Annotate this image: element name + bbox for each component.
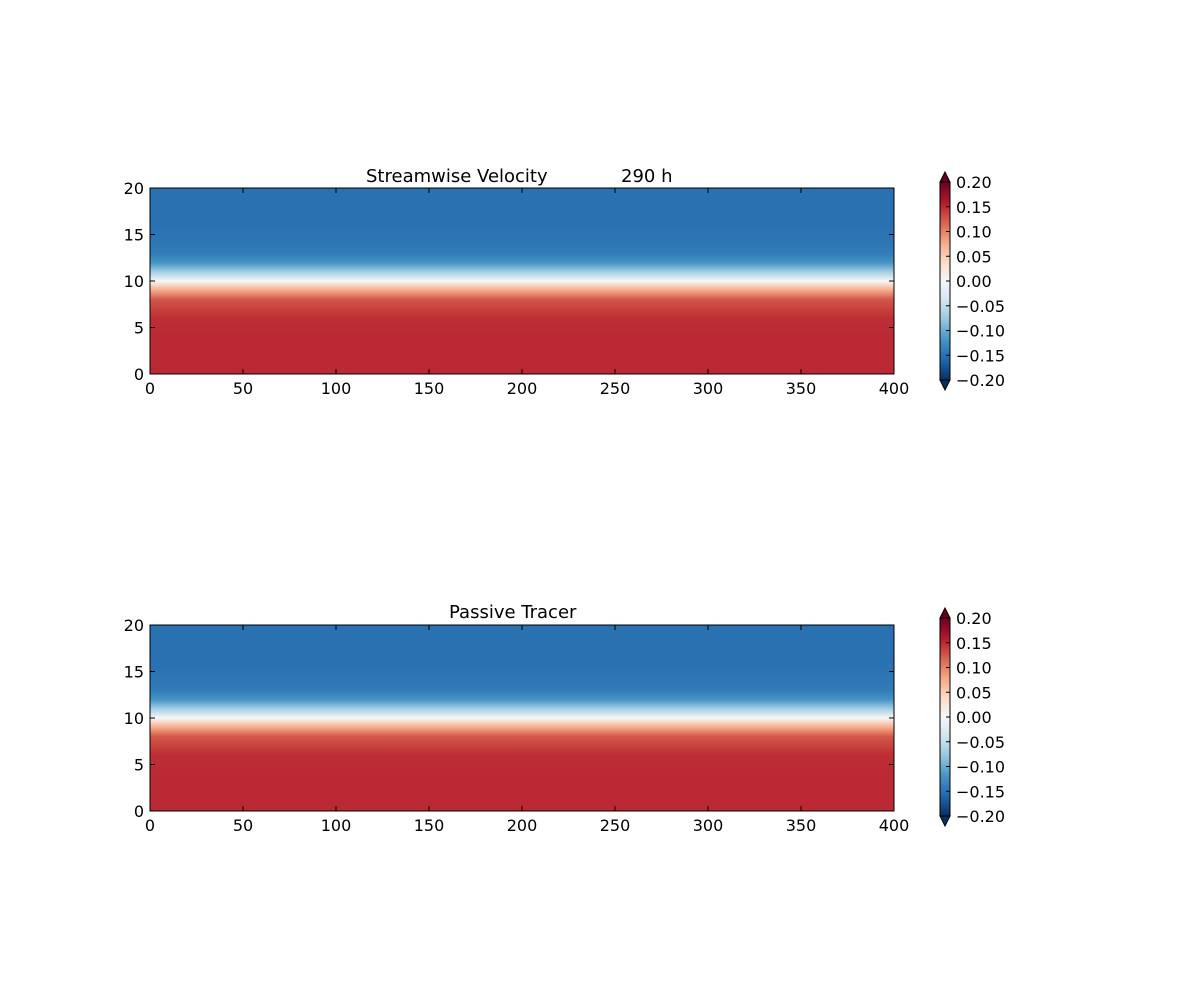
panel-streamwise-velocity: Streamwise Velocity 290 h 0 50 100 150 200 25… [124, 166, 1005, 398]
x-tick-label: 50 [233, 379, 253, 398]
x-tick-label: 100 [321, 379, 352, 398]
colorbar-extend-max-1 [939, 170, 951, 183]
colorbar-tick-label: 0.05 [956, 683, 992, 702]
x-tick-label: 300 [693, 816, 724, 835]
y-tick-label: 20 [124, 616, 144, 635]
colorbar-tick-label: 0.15 [956, 198, 992, 217]
colorbar-tick-label: −0.10 [956, 322, 1005, 341]
x-tick-label: 50 [233, 816, 253, 835]
heatmap-field-2 [150, 625, 894, 811]
y-tick-label: 10 [124, 709, 144, 728]
y-tick-label: 15 [124, 663, 144, 682]
colorbar-tick-label: −0.20 [956, 371, 1005, 390]
y-tick-label: 5 [134, 319, 144, 338]
colorbar-tick-label: 0.15 [956, 634, 992, 653]
colorbar-tick-label: 0.10 [956, 659, 992, 678]
heatmap-field-1 [150, 188, 894, 374]
colorbar-extend-min-1 [939, 379, 951, 392]
y-tick-label: 5 [134, 756, 144, 775]
colorbar-tick-label: 0.10 [956, 223, 992, 242]
colorbar-tick-label: −0.15 [956, 346, 1005, 365]
y-tick-label: 0 [134, 802, 144, 821]
colorbar-tick-label: −0.05 [956, 733, 1005, 752]
y-axis-2: 0 5 10 15 20 [124, 616, 894, 821]
colorbar-tick-label: 0.00 [956, 272, 992, 291]
colorbar-extend-min-2 [939, 815, 951, 828]
colorbar-tick-label: −0.15 [956, 782, 1005, 801]
x-tick-label: 250 [600, 816, 631, 835]
chart-title-1: Streamwise Velocity 290 h [366, 166, 673, 187]
colorbar-tick-label: −0.05 [956, 297, 1005, 316]
colorbar-tick-label: −0.20 [956, 807, 1005, 826]
x-axis-2: 0 50 100 150 200 250 300 350 400 [145, 625, 909, 835]
colorbar-ticks-2: 0.20 0.15 0.10 0.05 0.00 −0.05 −0.10 −0.15 −0.20 [946, 609, 1005, 826]
x-tick-label: 350 [786, 379, 817, 398]
colorbar-1: 0.20 0.15 0.10 0.05 0.00 −0.05 −0.10 −0.15 −0.20 [939, 170, 1005, 392]
colorbar-tick-label: −0.10 [956, 758, 1005, 777]
x-tick-label: 350 [786, 816, 817, 835]
x-tick-label: 150 [414, 379, 445, 398]
x-tick-label: 400 [879, 816, 910, 835]
y-tick-label: 0 [134, 365, 144, 384]
x-tick-label: 0 [145, 816, 155, 835]
colorbar-tick-label: 0.00 [956, 708, 992, 727]
colorbar-tick-label: 0.05 [956, 247, 992, 266]
colorbar-2: 0.20 0.15 0.10 0.05 0.00 −0.05 −0.10 −0.15 −0.20 [939, 606, 1005, 828]
y-tick-label: 10 [124, 272, 144, 291]
colorbar-tick-label: 0.20 [956, 173, 992, 192]
x-tick-label: 100 [321, 816, 352, 835]
x-tick-label: 0 [145, 379, 155, 398]
y-tick-label: 15 [124, 226, 144, 245]
x-axis-1: 0 50 100 150 200 250 300 350 400 [145, 188, 909, 398]
x-tick-label: 250 [600, 379, 631, 398]
y-axis-1: 0 5 10 15 20 [124, 179, 894, 384]
x-tick-label: 150 [414, 816, 445, 835]
colorbar-extend-max-2 [939, 606, 951, 619]
chart-title-2: Passive Tracer [449, 602, 577, 623]
x-tick-label: 200 [507, 379, 538, 398]
panel-passive-tracer: Passive Tracer 0 50 100 150 200 250 300 350 400 … [124, 602, 1005, 835]
colorbar-gradient-2 [940, 618, 950, 816]
x-tick-label: 200 [507, 816, 538, 835]
colorbar-ticks-1: 0.20 0.15 0.10 0.05 0.00 −0.05 −0.10 −0.15 −0.20 [946, 173, 1005, 390]
x-tick-label: 400 [879, 379, 910, 398]
colorbar-tick-label: 0.20 [956, 609, 992, 628]
y-tick-label: 20 [124, 179, 144, 198]
x-tick-label: 300 [693, 379, 724, 398]
colorbar-gradient-1 [940, 182, 950, 380]
